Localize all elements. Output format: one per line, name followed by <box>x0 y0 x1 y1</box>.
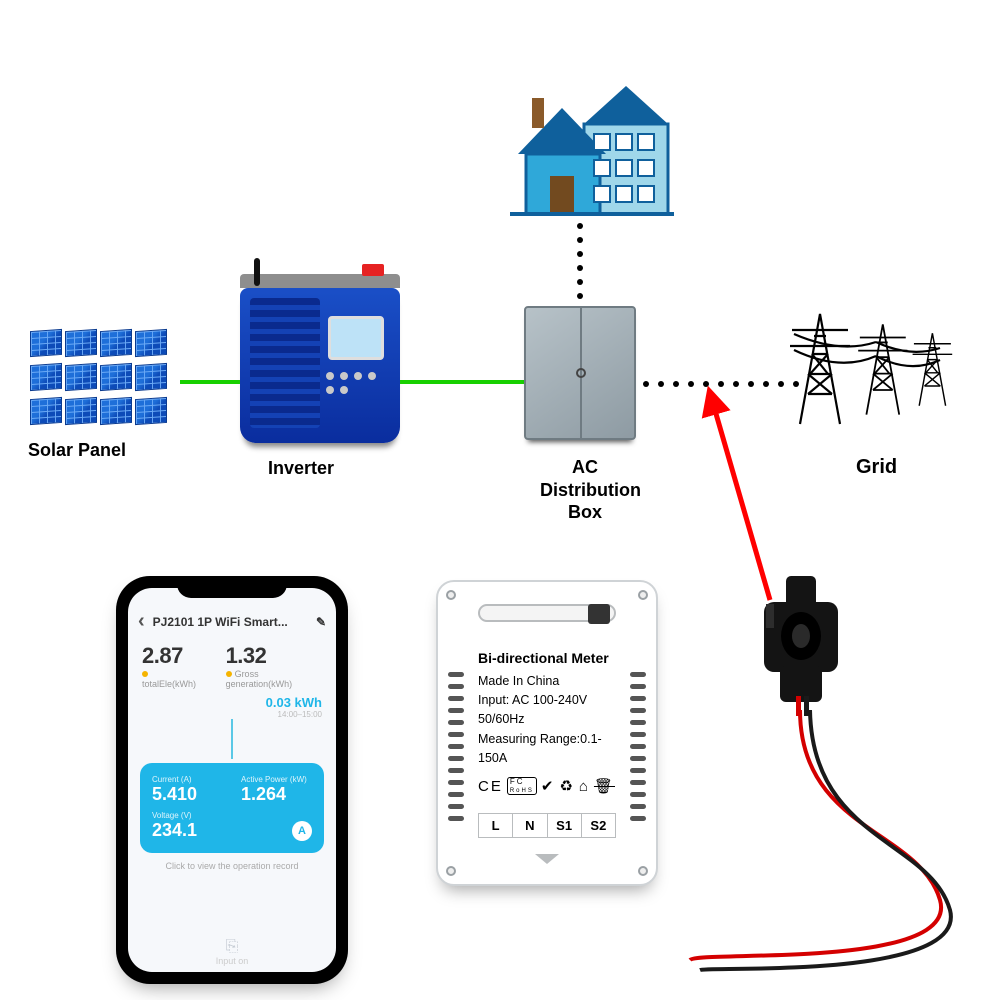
cert-icons: CE FCRoHS ✔♻⌂🗑 <box>478 775 616 798</box>
inverter-label: Inverter <box>268 458 334 479</box>
ac-distribution-box-icon <box>524 306 636 440</box>
phone-card: Current (A)5.410 Active Power (kW)1.264 … <box>140 763 324 853</box>
phone-chart: 0.03 kWh 14:00–15:00 <box>128 689 336 759</box>
meter-info: Bi-directional Meter Made In China Input… <box>478 648 616 798</box>
ct-clamp-icon <box>746 576 856 716</box>
phone-mockup: ‹ PJ2101 1P WiFi Smart... ✎ 2.87 totalEl… <box>116 576 348 984</box>
stat-total: 2.87 totalEle(kWh) <box>142 643 202 689</box>
back-icon[interactable]: ‹ <box>138 610 145 633</box>
meter-device: Bi-directional Meter Made In China Input… <box>436 580 658 886</box>
meter-switch-track[interactable] <box>478 604 616 622</box>
phone-note[interactable]: Click to view the operation record <box>128 861 336 871</box>
edit-icon[interactable]: ✎ <box>316 615 326 629</box>
solar-label: Solar Panel <box>28 440 126 461</box>
grid-label: Grid <box>856 456 897 479</box>
stat-gross: 1.32 Gross generation(kWh) <box>226 643 322 689</box>
phone-footer: ⎘ Input on <box>128 938 336 966</box>
house-icon <box>498 64 678 224</box>
grid-icon <box>780 294 980 444</box>
inverter-icon <box>240 288 400 443</box>
solar-panel-icon <box>30 330 185 430</box>
phone-title: PJ2101 1P WiFi Smart... <box>153 615 288 629</box>
meter-terminals: L N S1 S2 <box>478 813 616 838</box>
acbox-label: AC Distribution Box <box>540 456 630 524</box>
